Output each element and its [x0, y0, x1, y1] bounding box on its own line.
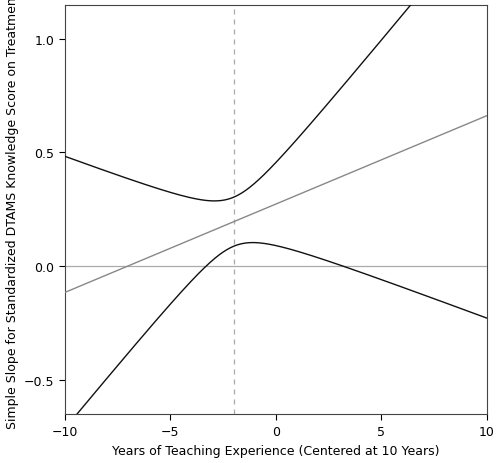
X-axis label: Years of Teaching Experience (Centered at 10 Years): Years of Teaching Experience (Centered a…: [112, 444, 440, 457]
Y-axis label: Simple Slope for Standardized DTAMS Knowledge Score on Treatment: Simple Slope for Standardized DTAMS Know…: [6, 0, 18, 428]
